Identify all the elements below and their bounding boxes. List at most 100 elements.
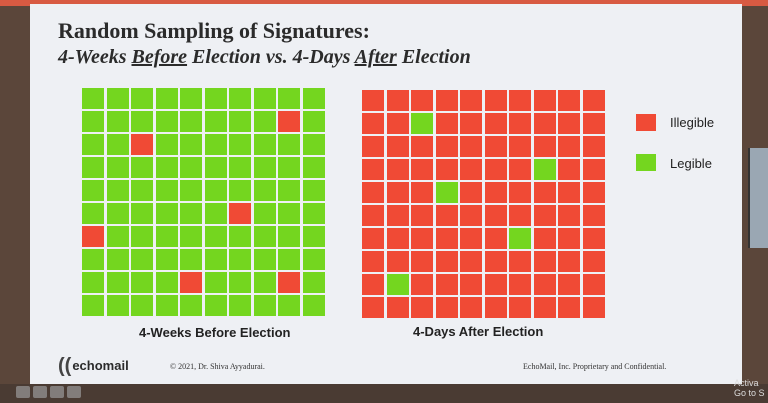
legible-cell <box>253 295 276 316</box>
legible-cell <box>278 134 300 155</box>
grid-before-election <box>82 88 325 316</box>
legible-cell <box>278 226 300 247</box>
legible-cell <box>131 180 153 201</box>
nav-menu-icon[interactable] <box>50 386 64 398</box>
legible-cell <box>204 249 227 270</box>
legible-cell <box>302 88 325 109</box>
illegible-cell <box>386 205 409 226</box>
legible-cell <box>253 272 276 293</box>
legible-cell <box>106 203 129 224</box>
illegible-cell <box>558 205 580 226</box>
legible-cell <box>106 88 129 109</box>
legible-cell <box>82 88 104 109</box>
illegible-cell <box>582 136 605 157</box>
legible-cell <box>82 157 104 178</box>
illegible-cell <box>582 251 605 272</box>
legible-cell <box>253 180 276 201</box>
illegible-cell <box>484 251 507 272</box>
illegible-cell <box>582 297 605 318</box>
legible-cell <box>82 134 104 155</box>
grid-after-election <box>362 90 605 318</box>
illegible-cell <box>509 297 531 318</box>
legible-cell <box>106 295 129 316</box>
legible-cell <box>302 203 325 224</box>
illegible-cell <box>533 251 556 272</box>
legible-cell <box>180 157 202 178</box>
legible-cell <box>278 88 300 109</box>
illegible-cell <box>278 111 300 132</box>
subtitle-part-before: Before <box>131 46 188 68</box>
legible-cell <box>180 180 202 201</box>
illegible-cell <box>435 251 458 272</box>
echomail-logo: (( echomail <box>58 356 129 376</box>
illegible-cell <box>411 251 433 272</box>
illegible-cell <box>484 159 507 180</box>
illegible-cell <box>386 90 409 111</box>
legible-cell <box>155 203 178 224</box>
illegible-cell <box>558 159 580 180</box>
legible-cell <box>82 180 104 201</box>
legible-cell <box>204 203 227 224</box>
illegible-cell <box>362 297 384 318</box>
legible-cell <box>106 249 129 270</box>
legible-cell <box>131 157 153 178</box>
legible-cell <box>131 272 153 293</box>
subtitle-part-after: After <box>354 46 397 68</box>
legible-cell <box>229 134 251 155</box>
illegible-cell <box>362 90 384 111</box>
nav-back-icon[interactable] <box>16 386 30 398</box>
legible-cell <box>155 295 178 316</box>
illegible-cell <box>558 274 580 295</box>
illegible-cell <box>558 182 580 203</box>
slide-nav-controls[interactable] <box>16 386 81 398</box>
legible-cell <box>435 182 458 203</box>
legible-cell <box>82 249 104 270</box>
legible-cell <box>180 249 202 270</box>
legible-cell <box>229 249 251 270</box>
illegible-cell <box>558 297 580 318</box>
illegible-cell <box>509 205 531 226</box>
illegible-cell <box>558 228 580 249</box>
illegible-cell <box>460 159 482 180</box>
legible-cell <box>131 249 153 270</box>
illegible-cell <box>460 113 482 134</box>
illegible-cell <box>411 228 433 249</box>
illegible-cell <box>362 205 384 226</box>
nav-forward-icon[interactable] <box>67 386 81 398</box>
illegible-cell <box>386 113 409 134</box>
illegible-cell <box>484 90 507 111</box>
legend-label-illegible: Illegible <box>670 115 715 130</box>
legible-cell <box>106 157 129 178</box>
illegible-cell <box>460 228 482 249</box>
illegible-cell <box>533 274 556 295</box>
illegible-cell <box>386 159 409 180</box>
legible-cell <box>229 111 251 132</box>
illegible-cell <box>484 182 507 203</box>
presentation-slide: Random Sampling of Signatures: 4-Weeks B… <box>30 4 742 384</box>
illegible-cell <box>435 113 458 134</box>
footer-confidential: EchoMail, Inc. Proprietary and Confident… <box>523 362 667 371</box>
nav-pen-icon[interactable] <box>33 386 47 398</box>
illegible-cell <box>509 159 531 180</box>
legible-cell <box>180 295 202 316</box>
legible-cell <box>204 180 227 201</box>
legible-cell <box>509 228 531 249</box>
illegible-cell <box>229 203 251 224</box>
legible-cell <box>253 88 276 109</box>
legible-cell <box>386 274 409 295</box>
illegible-cell <box>460 205 482 226</box>
legible-cell <box>82 203 104 224</box>
illegible-cell <box>82 226 104 247</box>
legible-cell <box>204 295 227 316</box>
legend-swatch-illegible <box>636 114 656 131</box>
legible-cell <box>253 226 276 247</box>
legible-cell <box>82 111 104 132</box>
legible-cell <box>533 159 556 180</box>
legible-cell <box>204 134 227 155</box>
illegible-cell <box>435 297 458 318</box>
illegible-cell <box>484 205 507 226</box>
illegible-cell <box>411 205 433 226</box>
legible-cell <box>155 272 178 293</box>
legible-cell <box>155 180 178 201</box>
illegible-cell <box>582 205 605 226</box>
